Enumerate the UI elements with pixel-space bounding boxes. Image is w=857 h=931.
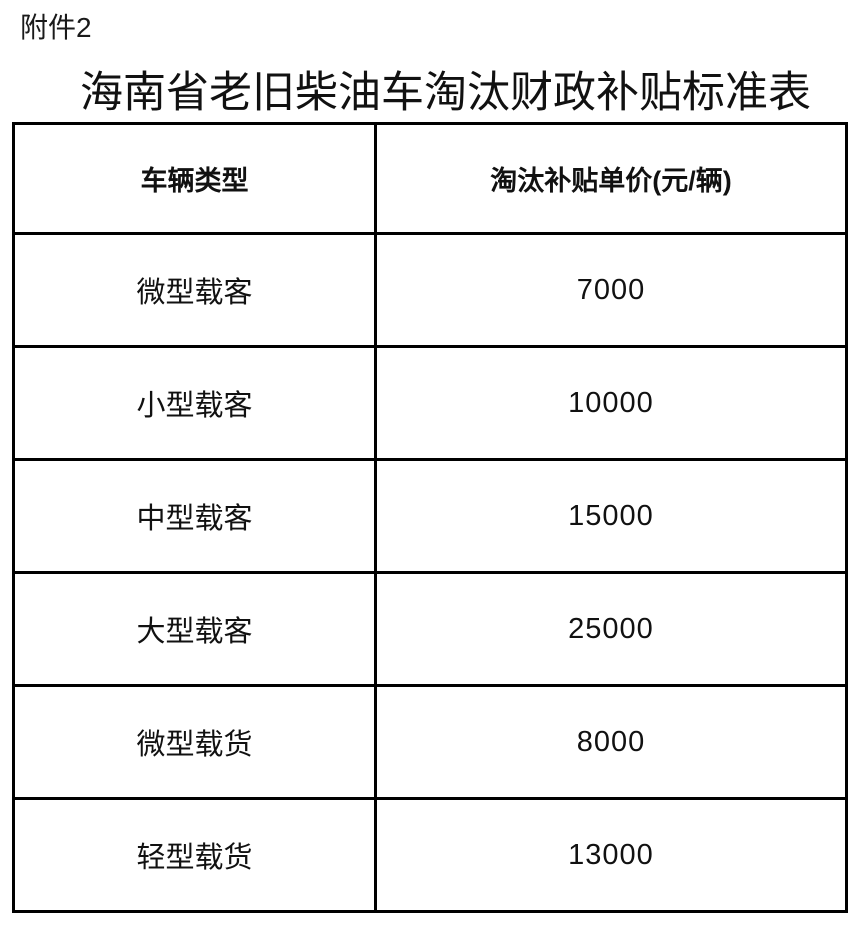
table-header-row: 车辆类型 淘汰补贴单价(元/辆) <box>12 122 848 235</box>
subsidy-price-cell: 10000 <box>374 345 848 461</box>
vehicle-type-cell: 中型载客 <box>12 458 377 574</box>
page-title: 海南省老旧柴油车淘汰财政补贴标准表 <box>80 69 811 117</box>
table-row: 轻型载货 13000 <box>12 797 848 913</box>
subsidy-price-cell: 15000 <box>374 458 848 574</box>
subsidy-table: 车辆类型 淘汰补贴单价(元/辆) 微型载客 7000 小型载客 10000 中型… <box>12 122 848 913</box>
subsidy-price-cell: 7000 <box>374 232 848 348</box>
table-row: 微型载客 7000 <box>12 232 848 348</box>
subsidy-price-cell: 13000 <box>374 797 848 913</box>
table-row: 大型载客 25000 <box>12 571 848 687</box>
vehicle-type-cell: 微型载客 <box>12 232 377 348</box>
table-row: 中型载客 15000 <box>12 458 848 574</box>
subsidy-price-cell: 8000 <box>374 684 848 800</box>
table-row: 微型载货 8000 <box>12 684 848 800</box>
attachment-label: 附件2 <box>20 12 92 43</box>
vehicle-type-cell: 微型载货 <box>12 684 377 800</box>
column-header-vehicle-type: 车辆类型 <box>12 122 377 235</box>
vehicle-type-cell: 大型载客 <box>12 571 377 687</box>
table-row: 小型载客 10000 <box>12 345 848 461</box>
subsidy-price-cell: 25000 <box>374 571 848 687</box>
vehicle-type-cell: 轻型载货 <box>12 797 377 913</box>
vehicle-type-cell: 小型载客 <box>12 345 377 461</box>
column-header-subsidy-price: 淘汰补贴单价(元/辆) <box>374 122 848 235</box>
